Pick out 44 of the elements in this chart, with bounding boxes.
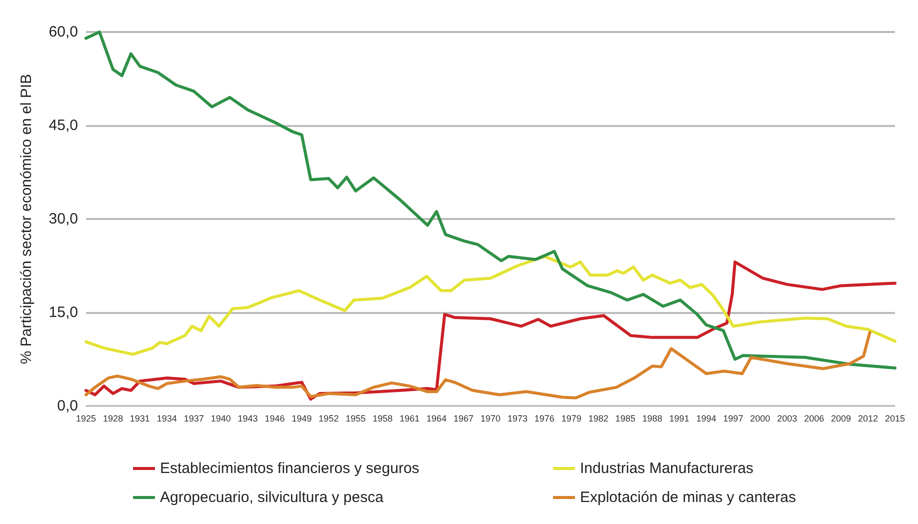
- x-tick-label: 1940: [210, 414, 231, 424]
- x-tick-label: 1961: [400, 414, 420, 424]
- y-tick-label: 45,0: [48, 117, 78, 134]
- x-tick-label: 1925: [76, 414, 96, 424]
- x-tick-label: 1991: [669, 414, 690, 424]
- x-tick-label: 1973: [507, 414, 528, 424]
- x-tick-label: 1979: [561, 414, 582, 424]
- x-tick-label: 1931: [130, 414, 150, 424]
- x-tick-label: 1997: [723, 414, 744, 424]
- y-tick-label: 0,0: [57, 398, 78, 414]
- x-tick-label: 2006: [804, 414, 824, 424]
- x-tick-label: 1946: [264, 414, 285, 424]
- legend-label: Explotación de minas y canteras: [580, 489, 796, 506]
- x-tick-label: 1970: [480, 414, 501, 424]
- x-tick-label: 2000: [750, 414, 770, 424]
- x-tick-label: 1958: [372, 414, 393, 424]
- x-tick-label: 2009: [831, 414, 852, 424]
- x-tick-label: 1994: [696, 414, 716, 424]
- y-tick-label: 15,0: [48, 304, 78, 321]
- legend-label: Industrias Manufactureras: [580, 460, 754, 477]
- x-tick-label: 1955: [346, 414, 366, 424]
- x-tick-label: 1949: [292, 414, 312, 424]
- x-tick-label: 1934: [156, 414, 177, 424]
- x-tick-label: 1964: [426, 414, 447, 424]
- x-tick-label: 2003: [777, 414, 798, 424]
- x-tick-label: 1952: [318, 414, 339, 424]
- y-axis-title: % Participación sector económico en el PIB: [18, 74, 35, 364]
- x-tick-label: 2012: [858, 414, 878, 424]
- legend-label: Agropecuario, silvicultura y pesca: [160, 489, 384, 506]
- x-tick-label: 1988: [642, 414, 662, 424]
- x-tick-label: 1967: [454, 414, 474, 424]
- line-series: [84, 330, 872, 400]
- line-series: [84, 30, 896, 370]
- x-tick-label: 2015: [884, 414, 906, 424]
- line-series: [84, 254, 896, 356]
- x-tick-label: 1976: [534, 414, 554, 424]
- x-tick-label: 1943: [238, 414, 258, 424]
- x-tick-label: 1928: [102, 414, 123, 424]
- legend-label: Establecimientos financieros y seguros: [160, 460, 420, 477]
- y-tick-label: 30,0: [48, 210, 78, 228]
- x-tick-label: 1982: [588, 414, 608, 424]
- y-tick-label: 60,0: [48, 24, 78, 40]
- x-tick-label: 1937: [184, 414, 204, 424]
- x-tick-label: 1985: [615, 414, 636, 424]
